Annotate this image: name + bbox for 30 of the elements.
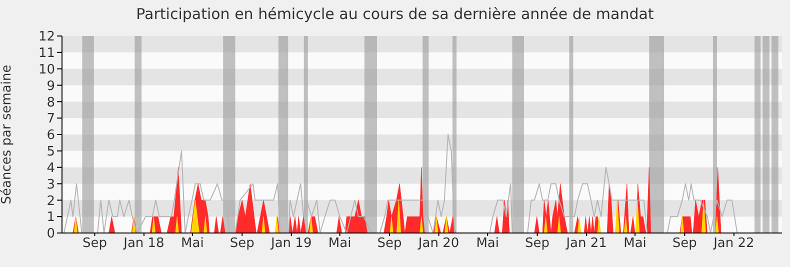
y-tick-label: 0 [46,226,55,242]
x-tick-label: Mai [624,236,646,252]
y-tick-label: 3 [46,177,55,192]
x-tick-label: Mai [328,236,352,252]
x-tick-label: Sep [672,236,697,252]
line-series [64,134,738,233]
y-tick-label: 5 [46,144,55,160]
chart-title: Participation en hémicycle au cours de sa dernière année de mandat [135,5,655,23]
x-tick-label: Sep [82,236,107,252]
y-tick-label: 10 [38,62,55,78]
x-tick-label: Mai [476,236,500,252]
x-tick-label: Jan 20 [417,236,460,252]
y-tick-label: 12 [38,30,55,45]
y-tick-label: 11 [38,46,55,62]
y-axis-title: Séances par semaine [0,64,15,204]
y-tick-label: 7 [46,112,55,127]
x-tick-label: Sep [525,236,550,252]
x-tick-label: Jan 22 [712,236,754,252]
x-tick-label: Sep [377,236,402,252]
y-tick-label: 1 [46,210,55,226]
x-tick-label: Jan 19 [270,236,312,252]
y-tick-label: 8 [46,95,55,110]
x-tick-label: Jan 21 [565,236,607,252]
y-tick-label: 4 [46,160,55,176]
y-tick-label: 6 [46,128,55,144]
x-tick-label: Sep [230,236,254,252]
x-tick-label: Mai [181,236,204,252]
x-tick-label: Jan 18 [122,236,164,252]
y-tick-label: 2 [46,194,55,209]
y-tick-label: 9 [46,78,55,94]
